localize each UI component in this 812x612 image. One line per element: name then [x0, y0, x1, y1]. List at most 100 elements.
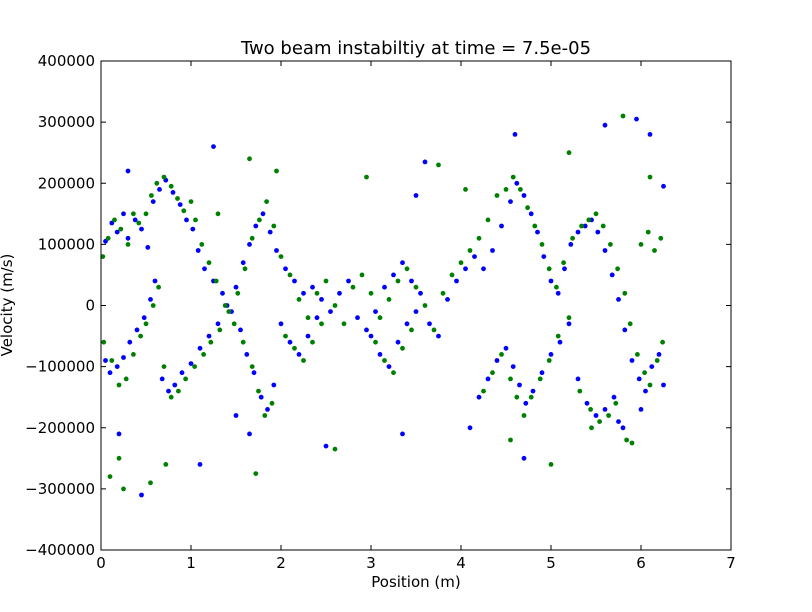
- data-point: [310, 284, 315, 290]
- data-point: [595, 229, 601, 235]
- data-point: [485, 217, 491, 223]
- data-point: [658, 235, 664, 241]
- data-point: [161, 364, 167, 369]
- data-point: [132, 217, 138, 223]
- data-point: [332, 303, 338, 308]
- data-point: [238, 327, 243, 333]
- data-point: [226, 309, 232, 314]
- data-point: [121, 355, 126, 360]
- data-point: [166, 388, 171, 394]
- data-point: [195, 248, 201, 253]
- data-point: [555, 333, 561, 339]
- data-point: [521, 193, 527, 198]
- data-point: [337, 290, 342, 296]
- data-point: [608, 242, 613, 247]
- data-point: [190, 226, 196, 232]
- data-point: [568, 242, 574, 247]
- data-point: [382, 358, 387, 363]
- data-point: [499, 352, 504, 357]
- x-tick-label: 2: [276, 554, 286, 572]
- data-point: [150, 199, 156, 205]
- data-point: [157, 187, 162, 192]
- data-point: [264, 199, 269, 205]
- data-point: [579, 223, 584, 229]
- data-point: [161, 174, 167, 180]
- plot-area: [101, 61, 731, 550]
- data-point: [373, 339, 378, 345]
- data-point: [539, 370, 545, 376]
- data-point: [301, 290, 306, 296]
- data-point: [240, 260, 246, 266]
- data-point: [597, 419, 602, 424]
- data-point: [584, 400, 590, 406]
- data-point: [427, 321, 432, 327]
- data-point: [535, 229, 540, 235]
- data-point: [508, 199, 513, 205]
- data-point: [211, 144, 216, 150]
- data-point: [323, 443, 329, 449]
- data-point: [319, 297, 324, 302]
- data-point: [503, 345, 509, 351]
- x-tick-label: 5: [546, 554, 556, 572]
- data-point: [274, 168, 279, 174]
- y-tick-label: 0: [85, 297, 95, 315]
- data-point: [233, 413, 239, 418]
- data-point: [105, 235, 111, 241]
- data-point: [168, 394, 174, 400]
- data-point: [278, 321, 284, 327]
- data-point: [292, 345, 297, 351]
- data-point: [530, 388, 536, 394]
- data-point: [494, 358, 500, 363]
- y-tick-label: −100000: [25, 358, 95, 376]
- data-point: [382, 284, 387, 290]
- data-point: [114, 229, 120, 235]
- data-point: [616, 297, 621, 302]
- data-point: [310, 339, 315, 345]
- data-point: [346, 278, 351, 284]
- data-point: [240, 339, 246, 345]
- data-point: [514, 180, 520, 186]
- data-point: [257, 217, 262, 223]
- data-point: [148, 480, 153, 486]
- data-point: [131, 211, 136, 217]
- data-point: [391, 370, 396, 376]
- data-point: [548, 462, 554, 467]
- data-point: [184, 217, 189, 223]
- data-point: [175, 196, 180, 201]
- data-point: [314, 290, 320, 296]
- data-point: [168, 183, 174, 189]
- data-point: [121, 211, 126, 217]
- data-point: [620, 113, 626, 119]
- data-point: [118, 226, 124, 232]
- data-point: [561, 260, 566, 266]
- data-point: [582, 223, 588, 229]
- data-point: [159, 376, 165, 382]
- x-tick-label: 7: [726, 554, 736, 572]
- data-point: [249, 235, 255, 241]
- data-point: [274, 248, 279, 253]
- series-2: [100, 113, 665, 492]
- data-point: [176, 388, 181, 394]
- data-point: [179, 370, 185, 376]
- x-axis-title: Position (m): [371, 573, 461, 591]
- data-point: [494, 193, 500, 198]
- data-point: [652, 248, 657, 253]
- data-point: [548, 352, 554, 357]
- y-tick-label: −200000: [25, 419, 95, 437]
- data-point: [296, 297, 302, 302]
- data-point: [518, 187, 523, 192]
- data-point: [181, 208, 187, 214]
- data-point: [528, 211, 534, 217]
- data-point: [256, 388, 261, 394]
- data-point: [616, 419, 621, 424]
- data-point: [514, 394, 520, 400]
- data-points: [100, 113, 666, 498]
- data-point: [107, 474, 113, 479]
- data-point: [613, 400, 619, 406]
- data-point: [377, 315, 383, 321]
- data-point: [661, 382, 666, 388]
- data-point: [661, 183, 666, 189]
- data-point: [503, 187, 509, 192]
- data-point: [201, 352, 207, 357]
- data-point: [575, 376, 581, 382]
